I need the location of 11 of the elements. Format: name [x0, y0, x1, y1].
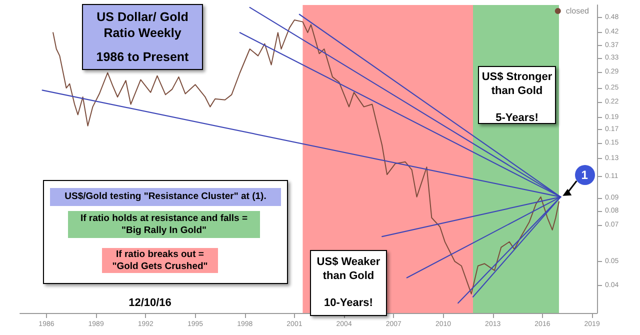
annotation: If ratio breaks out = "Gold Gets Crushed" [102, 248, 218, 273]
annotation: US$/Gold testing "Resistance Cluster" at (1). [50, 188, 281, 206]
annotation: 12/10/16 [128, 297, 172, 311]
annotation: 1 [574, 164, 595, 185]
legend-label: closed [566, 6, 589, 16]
text: US$ Stronger than Gold 5-Years! [482, 71, 552, 124]
text: 1986 to Present [95, 50, 190, 66]
text: US Dollar/ Gold Ratio Weekly [96, 10, 190, 42]
text: US$ Weaker than Gold 10-Years! [316, 256, 380, 310]
annotation: If ratio holds at resistance and falls = "Big Rally In Gold" [68, 211, 260, 238]
note-panel: US$/Gold testing "Resistance Cluster" at (1). If ratio holds at resistance and falls = "Big Rally In Gold" If ratio breaks out = "Gold Gets Crushed" [43, 180, 288, 284]
